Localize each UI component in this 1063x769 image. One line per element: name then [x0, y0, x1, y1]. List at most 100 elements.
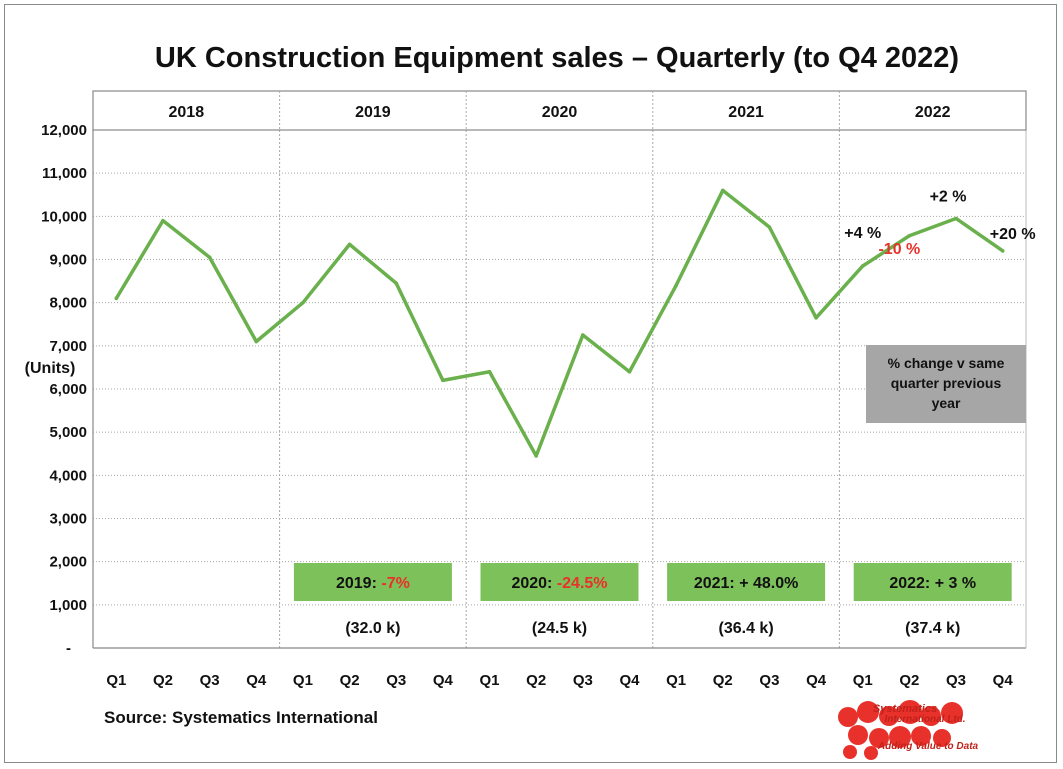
data-point [1000, 249, 1005, 253]
data-point [254, 339, 259, 344]
legend-box-line: quarter previous [891, 375, 1002, 391]
year-label-2022: 2022 [915, 104, 951, 121]
x-tick-label: Q4 [806, 672, 827, 689]
y-tick-label: 4,000 [49, 467, 87, 484]
data-point [441, 378, 445, 383]
x-tick-label: Q3 [759, 672, 779, 689]
logo-dot [898, 700, 922, 724]
y-tick-label: 6,000 [49, 381, 87, 398]
annual-change-text: 2019: -7% [336, 575, 410, 592]
annual-change-box-3 [667, 563, 826, 601]
x-tick-label: Q3 [573, 672, 593, 689]
logo-dot [911, 726, 931, 746]
annual-change-value: -24.5% [557, 575, 608, 592]
year-label-2021: 2021 [728, 104, 764, 121]
legend-box-bg [866, 345, 1026, 423]
logo-text: Adding Value to Data [877, 741, 979, 752]
x-tick-label: Q3 [386, 672, 406, 689]
x-tick-label: Q2 [340, 672, 360, 689]
data-point [394, 281, 399, 286]
annual-change-text: 2022: + 3 % [889, 575, 976, 592]
y-tick-label: 7,000 [49, 338, 87, 355]
x-tick-label: Q4 [993, 672, 1014, 689]
logo-dot [857, 701, 879, 723]
legend-box: % change v same quarter previous year [866, 345, 1026, 423]
data-point [907, 233, 912, 238]
point-annotation: +2 % [930, 188, 967, 205]
logo-dot [838, 707, 858, 727]
data-point [347, 242, 352, 247]
legend-box-line: year [932, 395, 961, 411]
logo-dot [869, 728, 889, 748]
year-band-frame [92, 90, 1027, 131]
x-tick-label: Q4 [619, 672, 640, 689]
data-point [487, 369, 492, 374]
data-point [301, 300, 305, 305]
logo-dot [933, 729, 951, 747]
y-axis-ticks: - 1,000 2,000 3,000 4,000 5,000 6,000 7,000 8,00… [41, 122, 87, 657]
y-tick-label: 1,000 [49, 597, 87, 614]
y-tick-label: 8,000 [49, 295, 87, 312]
data-point [767, 225, 772, 229]
chart-title: UK Construction Equipment sales – Quarte… [155, 42, 959, 74]
x-tick-label: Q3 [946, 672, 966, 689]
logo-text: International Ltd. [884, 714, 965, 725]
x-tick-label: Q2 [153, 672, 173, 689]
series-line [114, 188, 1005, 458]
x-tick-label: Q4 [433, 672, 454, 689]
data-point [161, 218, 165, 223]
data-point [114, 296, 119, 301]
year-label-2019: 2019 [355, 104, 391, 121]
y-tick-label: 3,000 [49, 511, 87, 528]
x-tick-label: Q1 [853, 672, 873, 689]
logo-dot [843, 745, 857, 759]
annual-change-value: -7% [381, 575, 409, 592]
y-tick-label: - [66, 640, 71, 657]
annual-change-value: + 48.0% [739, 575, 798, 592]
data-point [581, 333, 585, 337]
x-tick-label: Q2 [899, 672, 919, 689]
y-tick-label: 11,000 [42, 165, 87, 182]
x-axis-ticks: Q1 Q2 Q3 Q4 Q1 Q2 Q3 Q4 Q1 Q2 Q3 Q4 Q1 Q2 Q3 Q4 Q1 Q2 Q3 Q4 [106, 672, 1013, 689]
data-point [627, 369, 632, 374]
point-annotation: +20 % [990, 226, 1036, 243]
source-note: Source: Systematics International [104, 708, 378, 727]
annual-total: (32.0 k) [345, 620, 400, 637]
x-tick-label: Q4 [246, 672, 267, 689]
logo-dot [941, 702, 963, 724]
annual-total: (37.4 k) [905, 620, 960, 637]
series-line-sales [114, 188, 1005, 458]
annual-change-year: 2022: [889, 575, 934, 592]
point-annotation: -10 % [878, 241, 920, 258]
annual-total: (24.5 k) [532, 620, 587, 637]
data-point [954, 216, 958, 221]
annual-change-text: 2020: -24.5% [511, 575, 607, 592]
y-axis-label: (Units) [25, 360, 76, 377]
y-tick-label: 9,000 [49, 252, 87, 269]
x-tick-label: Q3 [200, 672, 220, 689]
logo-dot [889, 726, 911, 748]
x-tick-label: Q2 [526, 672, 546, 689]
annual-change-box-1 [293, 563, 452, 601]
annual-change-box-4 [853, 563, 1012, 601]
annual-total: (36.4 k) [719, 620, 774, 637]
x-tick-label: Q1 [666, 672, 686, 689]
data-point [814, 315, 818, 320]
logo-dot [879, 706, 899, 726]
logo-dot [921, 706, 941, 726]
x-tick-label: Q1 [480, 672, 500, 689]
year-label-2018: 2018 [169, 104, 205, 121]
point-annotation: +4 % [844, 225, 881, 242]
chart-frame [4, 4, 1057, 763]
annual-change-value: + 3 % [935, 575, 976, 592]
x-tick-label: Q1 [106, 672, 126, 689]
annual-change-year: 2021: [694, 575, 739, 592]
y-tick-label: 12,000 [41, 122, 87, 139]
logo-text: Systematics [873, 703, 937, 715]
data-point [720, 188, 725, 193]
data-point [860, 264, 865, 268]
year-header-band: 2018 2019 2020 2021 2022 [92, 90, 1027, 131]
x-tick-label: Q1 [293, 672, 313, 689]
